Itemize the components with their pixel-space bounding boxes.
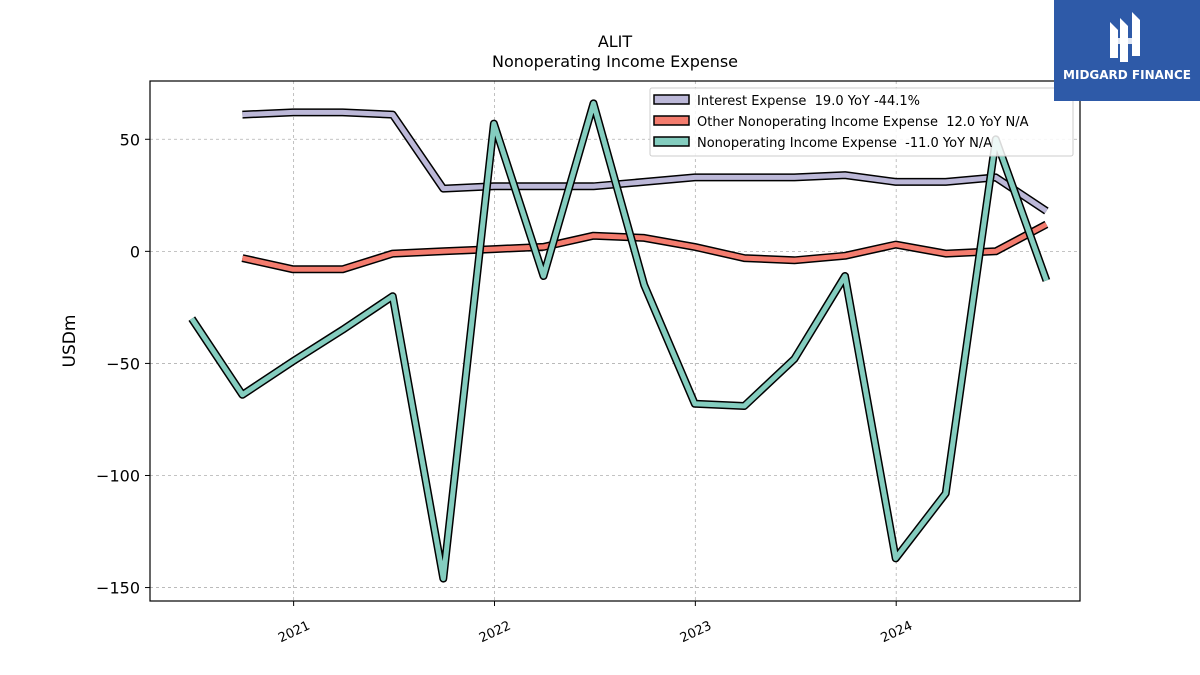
data-point xyxy=(443,188,444,189)
data-point xyxy=(694,177,695,178)
data-point xyxy=(392,114,393,115)
series-layer xyxy=(188,99,1051,583)
legend-label: Interest Expense 19.0 YoY -44.1% xyxy=(697,94,920,109)
legend-swatch xyxy=(653,115,690,126)
series-2 xyxy=(188,99,1051,583)
data-point xyxy=(191,318,192,319)
legend-label: Other Nonoperating Income Expense 12.0 Y… xyxy=(697,115,1029,130)
y-tick-label: −50 xyxy=(106,354,140,373)
data-point xyxy=(392,296,393,297)
logo-mark-icon xyxy=(1110,12,1140,62)
data-point xyxy=(1046,280,1047,281)
chart-subtitle: Nonoperating Income Expense xyxy=(492,52,738,71)
series-line xyxy=(241,222,1048,272)
data-point xyxy=(895,181,896,182)
data-point xyxy=(493,186,494,187)
data-point xyxy=(945,181,946,182)
data-point xyxy=(845,255,846,256)
y-tick-label: −150 xyxy=(96,579,140,598)
legend-swatch xyxy=(653,136,690,147)
data-point xyxy=(493,123,494,124)
data-point xyxy=(293,112,294,113)
data-point xyxy=(1046,224,1047,225)
x-tick-label: 2022 xyxy=(477,619,513,647)
data-point xyxy=(995,177,996,178)
logo-text: MIDGARD FINANCE xyxy=(1063,68,1191,82)
data-point xyxy=(293,269,294,270)
legend: Interest Expense 19.0 YoY -44.1% Other No… xyxy=(649,87,1074,157)
data-point xyxy=(744,258,745,259)
data-point xyxy=(644,284,645,285)
data-point xyxy=(543,246,544,247)
x-tick-label: 2023 xyxy=(678,619,714,647)
data-point xyxy=(543,276,544,277)
data-point xyxy=(845,175,846,176)
data-point xyxy=(543,186,544,187)
axis-ticks: 50 0 −50 −100 −150 2021 2022 2023 2024 xyxy=(96,130,915,646)
data-point xyxy=(644,237,645,238)
data-point xyxy=(694,246,695,247)
data-point xyxy=(242,114,243,115)
data-point xyxy=(293,361,294,362)
grid xyxy=(150,81,1080,601)
series-line xyxy=(242,109,1048,214)
y-tick-label: −100 xyxy=(96,466,140,485)
data-point xyxy=(342,269,343,270)
series-0 xyxy=(242,108,1049,215)
data-point xyxy=(242,394,243,395)
legend-label: Nonoperating Income Expense -11.0 YoY N/… xyxy=(697,136,992,151)
data-point xyxy=(392,253,393,254)
data-point xyxy=(895,244,896,245)
data-point xyxy=(744,406,745,407)
data-point xyxy=(493,249,494,250)
data-point xyxy=(644,181,645,182)
brand-logo: MIDGARD FINANCE xyxy=(1054,0,1200,101)
data-point xyxy=(794,177,795,178)
data-point xyxy=(945,493,946,494)
y-tick-label: 0 xyxy=(130,242,140,261)
data-point xyxy=(995,251,996,252)
data-point xyxy=(895,558,896,559)
data-point xyxy=(945,253,946,254)
data-point xyxy=(744,177,745,178)
data-point xyxy=(794,260,795,261)
y-tick-label: 50 xyxy=(120,130,140,149)
series-outline xyxy=(188,99,1051,583)
legend-box xyxy=(649,87,1074,157)
series-line xyxy=(189,100,1049,582)
data-point xyxy=(794,358,795,359)
legend-swatch xyxy=(653,94,690,105)
x-tick-label: 2024 xyxy=(879,619,915,647)
series-1 xyxy=(241,220,1049,274)
chart-title: ALIT xyxy=(598,32,633,51)
data-point xyxy=(694,403,695,404)
data-point xyxy=(593,186,594,187)
data-point xyxy=(242,258,243,259)
plot-frame xyxy=(149,80,1081,602)
data-point xyxy=(845,276,846,277)
data-point xyxy=(593,103,594,104)
data-point xyxy=(1046,211,1047,212)
x-tick-label: 2021 xyxy=(276,619,312,647)
data-point xyxy=(593,235,594,236)
data-point xyxy=(342,112,343,113)
y-axis-label: USDm xyxy=(60,315,80,368)
data-point xyxy=(342,329,343,330)
data-point xyxy=(443,251,444,252)
data-point xyxy=(443,578,444,579)
